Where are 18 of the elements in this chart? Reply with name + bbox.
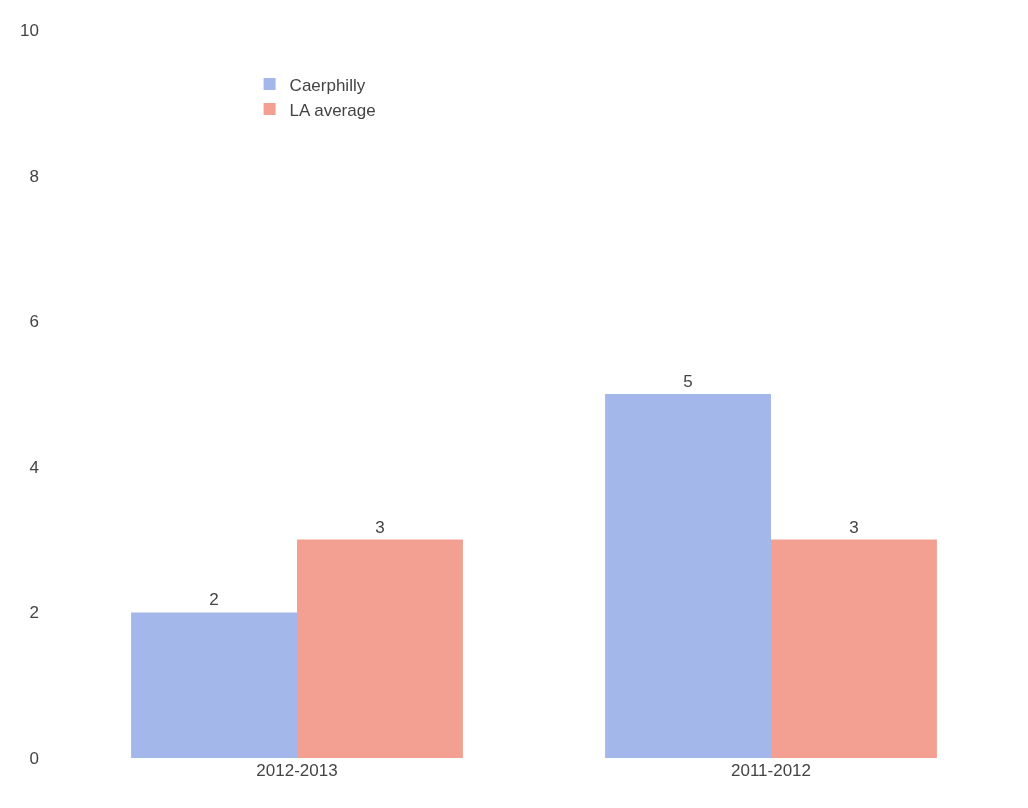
y-tick-label: 0 — [29, 748, 39, 768]
bar — [771, 539, 937, 758]
y-tick-label: 4 — [29, 457, 39, 477]
y-tick-label: 8 — [29, 166, 39, 186]
data-label: 3 — [849, 517, 859, 537]
data-label: 2 — [209, 590, 219, 610]
x-tick-label: 2011-2012 — [730, 761, 812, 780]
y-tick-label: 6 — [29, 312, 39, 332]
legend-label: Caerphilly — [289, 75, 366, 95]
data-label: 3 — [375, 517, 385, 537]
data-label: 5 — [683, 372, 693, 391]
x-tick-label: 2012-2013 — [256, 761, 338, 780]
bar — [297, 539, 463, 758]
bar — [605, 394, 771, 758]
legend-label: LA average — [289, 100, 376, 120]
bar — [131, 612, 297, 758]
y-tick-label: 2 — [29, 603, 39, 623]
y-tick-label: 10 — [20, 20, 39, 40]
